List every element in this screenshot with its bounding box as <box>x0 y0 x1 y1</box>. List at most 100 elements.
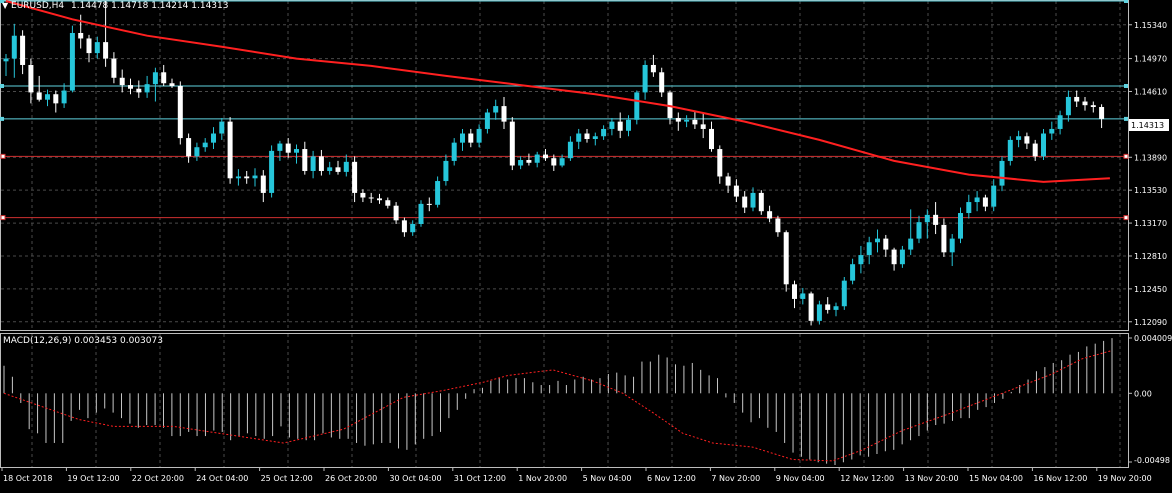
candle-body <box>883 238 889 250</box>
candle-body <box>119 77 125 86</box>
candle-body <box>1024 136 1030 144</box>
candle <box>650 54 656 77</box>
candle <box>219 117 225 140</box>
candle <box>833 302 839 317</box>
candle-body <box>211 133 216 143</box>
candle <box>659 67 665 97</box>
symbol-dropdown-icon[interactable]: ▼ <box>2 1 9 10</box>
candle-body <box>484 112 490 129</box>
horizontal-lines[interactable] <box>0 0 1129 221</box>
candle <box>866 236 872 265</box>
candle-body <box>551 158 557 166</box>
candle-body <box>11 35 17 59</box>
symbol-timeframe: EURUSD,H4 <box>11 1 65 11</box>
line-handle <box>0 83 4 88</box>
candle <box>252 168 258 187</box>
candle <box>152 67 158 102</box>
candle <box>468 128 474 148</box>
candle-body <box>385 200 391 206</box>
candle <box>103 1 109 67</box>
candle <box>1099 104 1105 129</box>
time-tick-label: 9 Nov 04:00 <box>776 474 825 483</box>
candle <box>800 287 806 305</box>
candle <box>335 160 341 175</box>
time-tick-label: 24 Oct 04:00 <box>196 474 248 483</box>
candle-body <box>584 133 590 139</box>
candle-body <box>277 143 283 151</box>
line-handle <box>1124 0 1128 3</box>
candle <box>186 133 192 163</box>
candle-body <box>78 32 84 39</box>
candle <box>1057 110 1063 135</box>
candle-body <box>609 121 615 129</box>
time-tick-label: 30 Oct 04:00 <box>389 474 441 483</box>
line-handle <box>1124 83 1128 88</box>
candle-body <box>501 106 507 122</box>
candle <box>733 179 739 203</box>
candle <box>360 189 366 203</box>
candle <box>493 99 499 120</box>
candle-body <box>53 94 59 104</box>
candle-body <box>1057 115 1063 129</box>
candle-body <box>758 192 764 212</box>
candle <box>302 141 308 175</box>
candle-body <box>1074 96 1080 102</box>
price-axis: 1.15340 1.14970 1.14610 1.13890 1.13530 1.131… <box>1128 21 1167 327</box>
candle <box>111 52 117 84</box>
candle-body <box>144 84 150 93</box>
candle-body <box>916 222 922 239</box>
candle-body <box>235 176 241 179</box>
candle <box>69 25 75 93</box>
candle-body <box>335 167 341 172</box>
candle <box>974 191 980 212</box>
candle-body <box>285 143 291 153</box>
candle <box>875 229 880 253</box>
candle <box>609 117 615 136</box>
candle <box>352 156 358 203</box>
candle <box>53 90 59 113</box>
candle <box>1016 130 1022 148</box>
candle <box>1007 136 1013 166</box>
candle <box>850 258 856 285</box>
candle-body <box>924 214 930 223</box>
candle-body <box>534 154 540 163</box>
candle <box>36 75 42 102</box>
candle <box>86 34 92 63</box>
candle-body <box>352 161 358 193</box>
candle <box>368 192 374 203</box>
candle <box>1074 90 1080 108</box>
candle <box>742 191 748 214</box>
candle <box>576 128 582 150</box>
candle-body <box>36 92 42 100</box>
candle-body <box>186 138 192 157</box>
candle <box>418 200 424 227</box>
candle-body <box>958 213 963 239</box>
macd-tick-label: -0.00498 <box>1134 456 1170 465</box>
candle-body <box>518 160 524 166</box>
candle <box>601 125 607 140</box>
candle <box>916 215 922 244</box>
candle <box>692 110 698 129</box>
candle-body <box>949 238 955 253</box>
candle <box>11 23 17 78</box>
candle <box>318 149 324 176</box>
candle <box>277 140 283 161</box>
candle <box>767 205 773 223</box>
candle-body <box>161 72 167 84</box>
candle-body <box>933 214 939 225</box>
candle-body <box>493 106 499 113</box>
candle <box>775 215 781 237</box>
candle-body <box>443 160 449 182</box>
candle-body <box>94 42 100 54</box>
candle <box>949 234 955 267</box>
candle-body <box>991 185 997 207</box>
candles-group <box>3 1 1105 326</box>
candle <box>543 149 548 161</box>
ohlc-readout: 1.14478 1.14718 1.14214 1.14313 <box>71 1 229 11</box>
candle-body <box>401 220 407 233</box>
candle <box>709 121 714 152</box>
candle <box>227 117 233 184</box>
candle <box>675 112 681 131</box>
